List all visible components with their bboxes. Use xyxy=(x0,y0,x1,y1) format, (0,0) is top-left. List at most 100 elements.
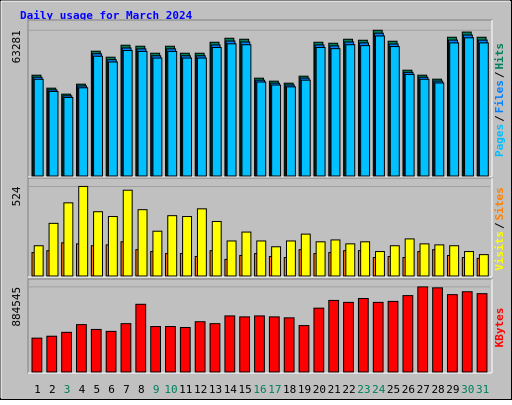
bar xyxy=(345,44,356,177)
bar xyxy=(375,35,385,177)
bar xyxy=(345,243,356,277)
legend-separator: / xyxy=(493,222,506,229)
bar xyxy=(404,238,415,277)
x-tick-label: 12 xyxy=(194,383,207,396)
x-tick-label: 3 xyxy=(64,383,71,396)
x-tick-label: 1 xyxy=(34,383,41,396)
bar xyxy=(357,297,369,373)
bar xyxy=(137,209,148,277)
bar xyxy=(419,243,430,277)
bar xyxy=(150,326,162,373)
bar xyxy=(461,291,473,373)
bar xyxy=(152,230,163,277)
bar xyxy=(389,46,400,177)
bar xyxy=(389,245,400,277)
bar xyxy=(182,216,193,277)
bar xyxy=(478,254,489,277)
legend-entry: Files xyxy=(493,80,506,113)
bar xyxy=(122,49,133,177)
bar xyxy=(449,245,460,277)
bar xyxy=(196,208,207,277)
bar xyxy=(165,326,176,373)
bar xyxy=(446,294,458,373)
bar xyxy=(196,57,207,177)
bar xyxy=(328,299,340,373)
bar xyxy=(434,82,445,177)
bar xyxy=(78,87,89,177)
y-tick-label: 524 xyxy=(10,186,23,206)
bar xyxy=(343,301,354,373)
bar xyxy=(271,246,282,277)
legend: KBytes xyxy=(493,308,506,348)
bar xyxy=(360,241,371,277)
bar xyxy=(107,216,118,277)
bar xyxy=(464,37,474,177)
x-tick-label: 29 xyxy=(446,383,459,396)
bar xyxy=(241,231,252,277)
bar xyxy=(256,240,267,277)
x-tick-label: 11 xyxy=(179,383,192,396)
bar xyxy=(449,42,460,177)
bar xyxy=(241,44,252,177)
bar xyxy=(61,331,72,373)
bar xyxy=(300,233,311,277)
bar xyxy=(417,286,429,373)
bar xyxy=(76,324,87,373)
bar xyxy=(315,241,326,277)
bar xyxy=(167,215,178,277)
x-tick-label: 16 xyxy=(253,383,266,396)
bar xyxy=(33,78,44,177)
bar xyxy=(298,325,310,373)
bar xyxy=(135,303,147,373)
x-tick-label: 25 xyxy=(387,383,400,396)
x-tick-label: 17 xyxy=(268,383,281,396)
bar xyxy=(372,301,384,373)
bar xyxy=(375,251,385,277)
x-tick-label: 2 xyxy=(49,383,56,396)
bar xyxy=(46,335,58,373)
x-tick-label: 27 xyxy=(417,383,430,396)
x-tick-label: 23 xyxy=(357,383,370,396)
x-tick-label: 30 xyxy=(461,383,474,396)
bar xyxy=(313,307,325,373)
bar xyxy=(63,96,74,177)
bar xyxy=(224,315,236,373)
x-tick-label: 24 xyxy=(372,383,386,396)
legend-separator: / xyxy=(493,71,506,78)
bar xyxy=(419,78,430,177)
bar xyxy=(48,90,59,177)
legend-separator: / xyxy=(493,115,506,122)
legend: Visits / Sites xyxy=(493,187,506,271)
bar xyxy=(300,79,311,177)
legend-entry: Sites xyxy=(493,187,506,220)
x-tick-label: 4 xyxy=(79,383,86,396)
bar xyxy=(194,321,206,373)
bar xyxy=(434,244,445,277)
bar xyxy=(182,57,193,177)
x-tick-label: 19 xyxy=(298,383,311,396)
bar xyxy=(476,293,488,373)
chart-title: Daily usage for March 2024 xyxy=(20,9,193,22)
x-tick-label: 13 xyxy=(209,383,222,396)
bar xyxy=(268,316,280,373)
bar xyxy=(63,202,74,277)
bar xyxy=(211,46,222,177)
bar xyxy=(226,43,237,177)
bar xyxy=(285,86,296,177)
legend: Pages/Files/Hits xyxy=(493,43,506,157)
bar xyxy=(226,240,237,277)
y-tick-label: 63281 xyxy=(10,30,23,63)
bar xyxy=(90,328,102,373)
y-tick-label: 884545 xyxy=(10,287,23,327)
bar xyxy=(31,337,43,373)
legend-entry: Hits xyxy=(493,43,506,70)
legend-entry: KBytes xyxy=(493,308,506,348)
x-tick-label: 28 xyxy=(431,383,444,396)
bar xyxy=(122,189,133,277)
bar xyxy=(271,84,282,177)
bar xyxy=(432,287,443,373)
bar xyxy=(239,316,251,373)
bar xyxy=(152,57,163,177)
x-tick-label: 15 xyxy=(239,383,252,396)
